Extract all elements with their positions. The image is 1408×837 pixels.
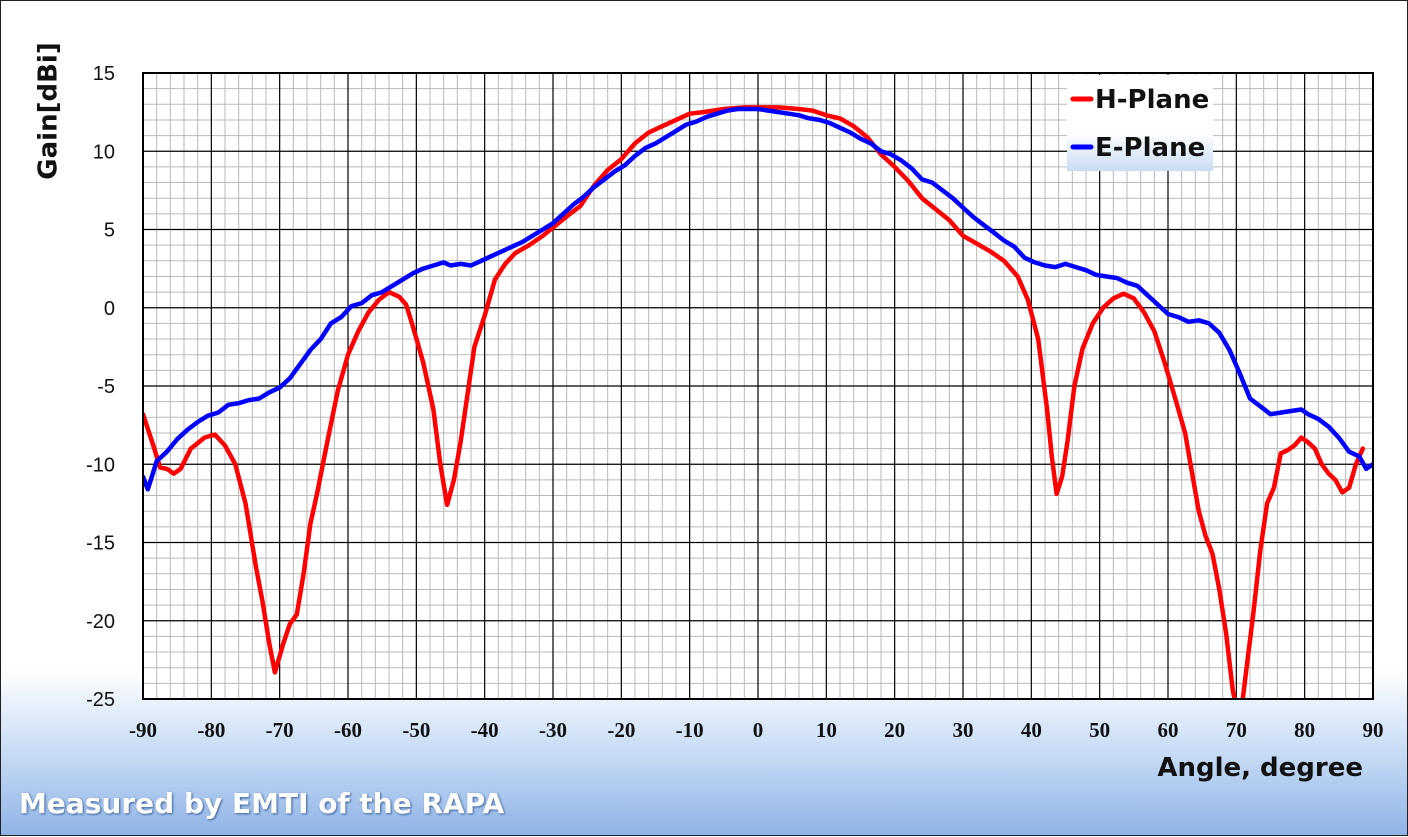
y-tick-label: -20 — [86, 611, 115, 633]
y-tick-label: -10 — [86, 454, 115, 476]
series-layer — [143, 105, 1373, 699]
x-tick-label: 90 — [1363, 718, 1384, 742]
y-tick-label: 10 — [93, 141, 115, 163]
x-tick-label: 70 — [1226, 718, 1247, 742]
footer-note: Measured by EMTI of the RAPA — [19, 787, 505, 820]
x-tick-label: 80 — [1294, 718, 1315, 742]
x-tick-label: 40 — [1021, 718, 1042, 742]
y-axis-label: Gain[dBi] — [34, 42, 64, 179]
x-tick-label: -40 — [471, 718, 499, 742]
y-tick-label: -15 — [86, 533, 115, 555]
legend-label-h-plane: H-Plane — [1095, 85, 1209, 115]
x-tick-label: 50 — [1089, 718, 1110, 742]
y-tick-label: 5 — [104, 220, 115, 242]
y-tick-labels: 15 10 5 0 -5 -10 -15 -20 -25 — [86, 63, 115, 711]
x-axis-label: Angle, degree — [1157, 753, 1363, 783]
legend-label-e-plane: E-Plane — [1095, 133, 1205, 163]
y-tick-label: 0 — [104, 298, 115, 320]
x-tick-labels: -90 -80 -70 -60 -50 -40 -30 -20 -10 0 10 20 30 40 50 60… — [129, 718, 1384, 742]
x-tick-label: -80 — [197, 718, 225, 742]
series-line-h-plane — [143, 105, 1366, 699]
y-tick-label: -25 — [86, 689, 115, 711]
x-tick-label: 10 — [816, 718, 837, 742]
x-tick-label: 30 — [953, 718, 974, 742]
x-tick-label: -10 — [676, 718, 704, 742]
y-tick-label: -5 — [97, 376, 115, 398]
y-tick-label: 15 — [93, 63, 115, 85]
x-tick-label: 60 — [1158, 718, 1179, 742]
x-tick-label: -30 — [539, 718, 567, 742]
series-line-e-plane — [143, 106, 1373, 492]
x-tick-label: -20 — [607, 718, 635, 742]
legend: H-Plane E-Plane — [1067, 75, 1213, 171]
x-tick-label: -60 — [334, 718, 362, 742]
x-tick-label: -70 — [266, 718, 294, 742]
x-tick-label: 20 — [884, 718, 905, 742]
x-tick-label: -90 — [129, 718, 157, 742]
x-tick-label: -50 — [402, 718, 430, 742]
x-tick-label: 0 — [753, 718, 764, 742]
plot-border — [142, 72, 1374, 700]
legend-box — [1067, 75, 1213, 171]
